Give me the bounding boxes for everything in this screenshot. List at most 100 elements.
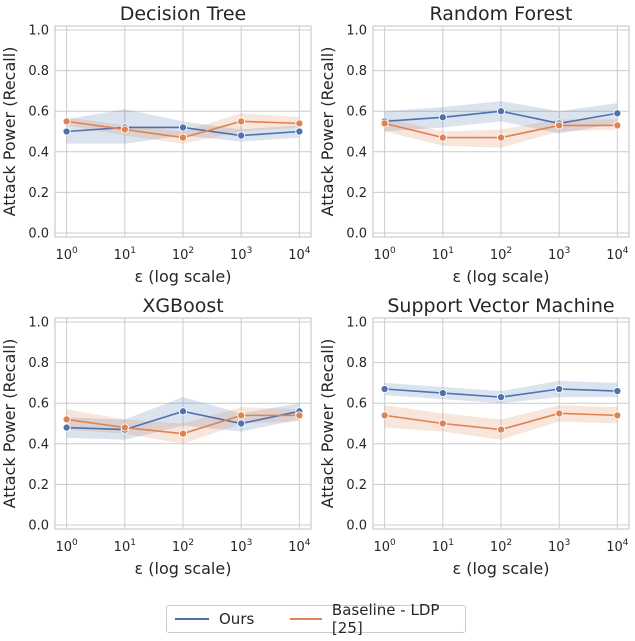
data-point-baseline <box>120 423 129 432</box>
data-point-baseline <box>613 411 622 420</box>
x-tick-label: 104 <box>288 538 311 555</box>
y-axis-label: Attack Power (Recall) <box>0 47 19 217</box>
data-point-ours <box>178 123 188 132</box>
chart-title: Random Forest <box>429 3 572 25</box>
x-tick-label: 101 <box>432 246 454 263</box>
y-tick-label: 0.0 <box>346 226 367 241</box>
data-point-ours <box>380 384 389 394</box>
x-tick-label: 100 <box>373 538 396 555</box>
x-tick-label: 101 <box>432 538 454 555</box>
x-tick-label: 103 <box>230 538 252 555</box>
data-point-ours <box>555 384 564 394</box>
data-point-baseline <box>178 133 188 142</box>
y-tick-label: 1.0 <box>346 24 367 39</box>
x-axis-label: ε (log scale) <box>453 267 550 286</box>
legend-swatch-baseline <box>290 618 322 620</box>
legend-label-ours: Ours <box>219 610 255 628</box>
y-axis-label: Attack Power (Recall) <box>0 339 19 509</box>
data-point-ours <box>496 107 506 116</box>
y-tick-label: 0.4 <box>28 145 49 160</box>
y-tick-label: 0.2 <box>346 186 367 201</box>
data-point-ours <box>496 393 506 402</box>
axes-frame <box>372 25 630 238</box>
y-tick-label: 0.4 <box>346 437 367 452</box>
y-tick-label: 0.2 <box>28 478 49 493</box>
y-tick-label: 0.8 <box>28 356 49 371</box>
x-tick-label: 100 <box>55 538 78 555</box>
axes-frame <box>54 25 312 238</box>
x-tick-label: 102 <box>490 538 512 555</box>
data-point-baseline <box>555 121 564 130</box>
data-point-baseline <box>555 409 564 418</box>
legend-item-ours: Ours <box>175 610 254 628</box>
data-point-baseline <box>496 133 506 142</box>
chart-panel-4: 0.0 0.2 0.4 0.6 0.8 1.0 100 101 102 103 104 Support… <box>318 295 630 578</box>
y-tick-label: 0.2 <box>346 478 367 493</box>
x-tick-label: 103 <box>230 246 252 263</box>
y-tick-label: 0.4 <box>28 437 49 452</box>
y-tick-label: 1.0 <box>28 24 49 39</box>
x-axis-label: ε (log scale) <box>453 559 550 578</box>
y-tick-label: 0.0 <box>346 518 367 533</box>
x-tick-label: 100 <box>55 246 78 263</box>
y-axis-label: Attack Power (Recall) <box>318 339 337 509</box>
data-point-baseline <box>62 117 71 126</box>
data-point-ours <box>438 113 447 122</box>
data-point-ours <box>438 389 447 398</box>
chart-title: XGBoost <box>142 295 223 317</box>
chart-panel-2: 0.0 0.2 0.4 0.6 0.8 1.0 100 101 102 103 104 Random … <box>318 3 630 286</box>
y-tick-label: 0.6 <box>28 105 49 120</box>
y-tick-label: 0.8 <box>28 64 49 79</box>
y-tick-label: 0.8 <box>346 64 367 79</box>
data-point-ours <box>62 423 71 432</box>
x-tick-label: 104 <box>606 538 629 555</box>
x-tick-label: 102 <box>490 246 512 263</box>
y-axis-label: Attack Power (Recall) <box>318 47 337 217</box>
data-point-baseline <box>438 419 447 428</box>
chart-panel-1: 0.0 0.2 0.4 0.6 0.8 1.0 100 101 102 103 104 Decisio… <box>0 3 312 286</box>
y-tick-label: 0.6 <box>28 397 49 412</box>
y-tick-label: 0.4 <box>346 145 367 160</box>
data-point-baseline <box>295 119 304 128</box>
y-tick-label: 0.0 <box>28 226 49 241</box>
data-point-baseline <box>237 411 246 420</box>
legend-item-baseline: Baseline - LDP [25] <box>290 601 465 637</box>
data-point-ours <box>613 109 622 118</box>
legend-label-baseline: Baseline - LDP [25] <box>331 601 440 637</box>
x-axis-label: ε (log scale) <box>135 267 232 286</box>
y-tick-label: 1.0 <box>28 316 49 331</box>
y-tick-label: 0.6 <box>346 397 367 412</box>
y-tick-label: 0.0 <box>28 518 49 533</box>
data-point-baseline <box>613 121 622 130</box>
x-tick-label: 103 <box>548 538 570 555</box>
y-tick-label: 0.8 <box>346 356 367 371</box>
data-point-ours <box>295 127 304 136</box>
data-point-baseline <box>380 411 389 420</box>
y-tick-label: 0.6 <box>346 105 367 120</box>
x-tick-label: 101 <box>114 538 136 555</box>
y-tick-label: 0.2 <box>28 186 49 201</box>
x-tick-label: 104 <box>606 246 629 263</box>
data-point-baseline <box>120 125 129 134</box>
chart-panel-3: 0.0 0.2 0.4 0.6 0.8 1.0 100 101 102 103 104 XGBoost… <box>0 295 312 578</box>
data-point-baseline <box>237 117 246 126</box>
data-point-ours <box>178 407 188 416</box>
chart-title: Support Vector Machine <box>387 295 614 317</box>
data-point-baseline <box>295 411 304 420</box>
legend-swatch-ours <box>175 618 209 620</box>
x-tick-label: 102 <box>172 538 194 555</box>
data-point-ours <box>237 131 246 140</box>
axes-frame <box>54 317 312 530</box>
x-tick-label: 102 <box>172 246 194 263</box>
chart-title: Decision Tree <box>120 3 247 25</box>
data-point-baseline <box>178 429 188 438</box>
data-point-baseline <box>496 425 506 434</box>
legend: Ours Baseline - LDP [25] <box>166 601 466 637</box>
data-point-baseline <box>62 415 71 424</box>
data-point-baseline <box>380 119 389 128</box>
x-axis-label: ε (log scale) <box>135 559 232 578</box>
data-point-baseline <box>438 133 447 142</box>
x-tick-label: 101 <box>114 246 136 263</box>
y-tick-label: 1.0 <box>346 316 367 331</box>
